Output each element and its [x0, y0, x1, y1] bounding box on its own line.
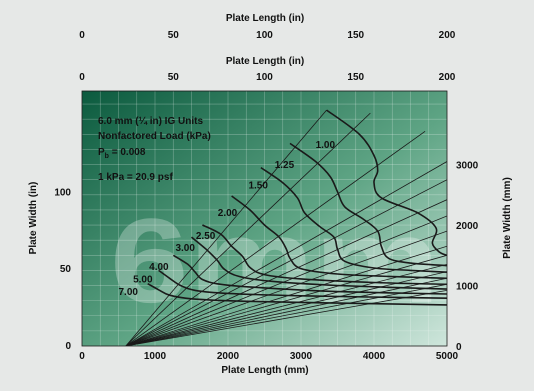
bottom-tick-5000: 5000: [436, 351, 459, 362]
load-curve-2-50: [202, 224, 447, 286]
bottom-tick-labels: 0 1000 2000 3000 4000 5000: [79, 351, 458, 362]
top-inner-tick-labels: 0 50 100 150 200: [79, 72, 456, 83]
curve-labels: 1.00 1.25 1.50 2.00 2.503.00 4.005.00 7.00: [119, 140, 336, 298]
top-inner-tick-100: 100: [256, 72, 273, 83]
top-outer-tick-100: 100: [256, 30, 273, 41]
right-tick-labels: 0 1000 2000 3000: [456, 161, 479, 353]
reference-ray-10: [125, 254, 447, 346]
right-tick-1000: 1000: [456, 282, 479, 293]
bottom-tick-1000: 1000: [144, 351, 167, 362]
reference-ray-1: [125, 109, 327, 346]
load-curve-2-00: [231, 195, 447, 280]
bottom-tick-2000: 2000: [217, 351, 240, 362]
top-outer-tick-200: 200: [439, 30, 456, 41]
load-curve-5-00: [158, 269, 447, 299]
reference-ray-11: [125, 263, 447, 346]
top-outer-tick-50: 50: [168, 30, 180, 41]
y-axis-right-label: Plate Width (mm): [502, 177, 513, 259]
note-load-type: Nonfactored Load (kPa): [98, 131, 211, 142]
top-outer-tick-0: 0: [79, 30, 85, 41]
reference-ray-5: [125, 179, 447, 346]
top-inner-axis-label: Plate Length (in): [226, 56, 304, 67]
top-outer-axis-label: Plate Length (in): [226, 13, 304, 24]
load-curve-4-00: [172, 254, 447, 295]
note-unit-conversion: 1 kPa = 20.9 psf: [98, 172, 173, 183]
top-inner-tick-0: 0: [79, 72, 85, 83]
reference-ray-6: [125, 199, 447, 346]
watermark-6mm: 6mm: [110, 194, 440, 328]
reference-ray-12: [125, 271, 447, 346]
reference-ray-4: [125, 161, 447, 346]
reference-ray-13: [125, 277, 447, 346]
curve-label-5-00: 5.00: [133, 274, 153, 285]
top-outer-tick-150: 150: [347, 30, 364, 41]
left-tick-0: 0: [65, 341, 71, 352]
note-glass-type: 6.0 mm (¼ in) IG Units: [98, 116, 203, 127]
load-curves: [147, 109, 447, 306]
top-inner-tick-200: 200: [439, 72, 456, 83]
load-curve-1-00: [326, 109, 447, 257]
reference-ray-7: [125, 215, 447, 346]
bottom-tick-4000: 4000: [363, 351, 386, 362]
curve-label-4-00: 4.00: [149, 262, 169, 273]
curve-label-1-00: 1.00: [316, 140, 336, 151]
reference-ray-14: [125, 283, 447, 346]
load-curve-3-00: [190, 236, 447, 290]
y-axis-left-label: Plate Width (in): [28, 182, 39, 255]
reference-ray-3: [125, 130, 426, 346]
load-curve-1-25: [289, 142, 447, 267]
curve-label-2-50: 2.50: [196, 231, 216, 242]
right-tick-0: 0: [456, 342, 462, 353]
load-curve-7-00: [147, 283, 447, 306]
curve-label-2-00: 2.00: [218, 208, 238, 219]
plot-frame: [81, 90, 448, 347]
top-outer-tick-labels: 0 50 100 150 200: [79, 30, 456, 41]
left-tick-100: 100: [54, 187, 71, 198]
bottom-tick-3000: 3000: [290, 351, 313, 362]
curve-label-1-50: 1.50: [248, 181, 268, 192]
curve-label-7-00: 7.00: [119, 287, 139, 298]
left-tick-labels: 0 50 100: [54, 187, 71, 352]
top-inner-tick-50: 50: [168, 72, 180, 83]
reference-ray-15: [125, 289, 447, 346]
curve-label-1-25: 1.25: [275, 160, 295, 171]
reference-ray-2: [125, 112, 371, 346]
left-tick-50: 50: [60, 264, 72, 275]
right-tick-3000: 3000: [456, 161, 479, 172]
grid: [82, 91, 447, 346]
note-probability: Pb = 0.008: [98, 147, 146, 160]
notes-box: 6.0 mm (¼ in) IG Units Nonfactored Load …: [98, 116, 211, 183]
curve-label-3-00: 3.00: [175, 243, 195, 254]
bottom-tick-0: 0: [79, 351, 85, 362]
right-tick-2000: 2000: [456, 221, 479, 232]
load-curve-1-50: [260, 166, 447, 273]
top-inner-tick-150: 150: [347, 72, 364, 83]
x-axis-label: Plate Length (mm): [221, 365, 308, 376]
